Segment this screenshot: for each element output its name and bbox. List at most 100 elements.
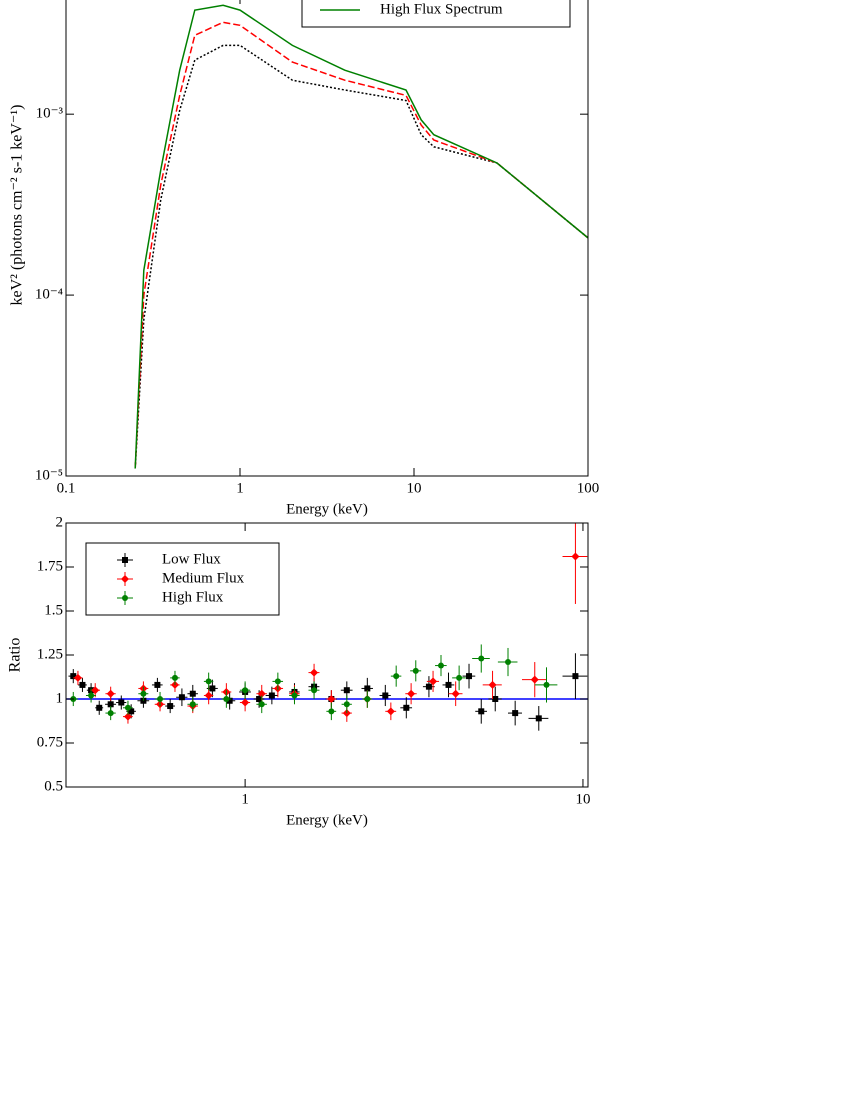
marker (123, 712, 132, 721)
legend-label: Medium Flux (162, 570, 245, 586)
marker (70, 673, 77, 680)
plot-area (134, 4, 588, 469)
plot-area (66, 523, 588, 731)
marker (256, 696, 263, 702)
marker (73, 673, 82, 682)
marker (327, 695, 336, 703)
marker (241, 698, 250, 707)
marker (412, 667, 419, 674)
marker (205, 678, 212, 685)
y-tick-label: 1.5 (44, 602, 63, 618)
y-tick-label: 0.5 (44, 778, 63, 794)
marker (124, 704, 131, 711)
marker (189, 690, 196, 697)
marker (429, 677, 438, 686)
marker (311, 687, 318, 694)
marker (407, 689, 416, 698)
marker (157, 696, 164, 702)
marker (437, 662, 444, 669)
legend-box (301, 0, 571, 28)
marker (189, 701, 196, 708)
marker (291, 692, 298, 699)
marker (209, 685, 216, 692)
marker (226, 697, 233, 704)
legend: High Flux Spectrum (301, 0, 571, 28)
x-tick-label: 100 (577, 480, 600, 496)
marker (274, 678, 281, 685)
y-tick-label: 10⁻⁴ (35, 287, 63, 303)
y-tick-label: 1.25 (37, 646, 63, 662)
marker (343, 687, 350, 694)
marker (445, 681, 452, 688)
marker (535, 715, 542, 722)
marker (466, 673, 473, 680)
marker (403, 704, 410, 711)
y-tick-label: 2 (56, 514, 64, 530)
marker (122, 557, 128, 563)
marker (242, 687, 249, 694)
marker (88, 692, 95, 699)
marker (364, 685, 371, 692)
marker (140, 690, 147, 697)
marker (258, 701, 265, 708)
marker (343, 701, 350, 708)
marker (178, 694, 185, 701)
y-tick-label: 1.75 (37, 558, 63, 574)
marker (530, 675, 539, 684)
marker (478, 708, 485, 715)
x-tick-label: 1 (236, 480, 244, 496)
marker (128, 708, 135, 715)
marker (451, 689, 460, 698)
y-tick-label: 1 (56, 690, 64, 706)
x-tick-label: 10 (575, 791, 590, 807)
marker (167, 703, 174, 710)
marker (79, 681, 86, 688)
x-axis-label: Energy (keV) (286, 501, 368, 517)
marker (107, 710, 114, 717)
marker (505, 659, 512, 666)
spectrum-line (134, 44, 588, 469)
marker (122, 595, 128, 601)
marker (171, 674, 178, 681)
marker (572, 673, 579, 680)
marker (118, 699, 125, 706)
spectrum-line (134, 4, 588, 469)
marker (96, 704, 103, 711)
y-axis-label: keV² (photons cm⁻² s-1 keV⁻¹) (9, 104, 26, 305)
legend-label: High Flux (162, 589, 224, 605)
marker (425, 683, 432, 690)
marker (543, 681, 550, 688)
x-axis-label: Energy (keV) (286, 812, 368, 828)
marker (310, 668, 319, 677)
marker (257, 689, 266, 698)
marker (364, 696, 371, 702)
marker (456, 674, 463, 681)
marker (204, 691, 213, 700)
axes-frame (65, 0, 589, 477)
marker (91, 686, 100, 695)
marker (268, 692, 275, 699)
marker (393, 673, 400, 680)
marker (328, 708, 335, 715)
marker (512, 710, 519, 717)
spectrum-line (134, 21, 588, 469)
axes-frame (65, 522, 589, 788)
marker (492, 696, 499, 702)
marker (154, 681, 161, 688)
marker (478, 655, 485, 662)
marker (386, 707, 395, 716)
legend-label: High Flux Spectrum (380, 1, 503, 17)
y-tick-label: 10⁻³ (36, 106, 64, 122)
y-tick-label: 0.75 (37, 734, 63, 750)
marker (571, 552, 580, 561)
x-tick-label: 10 (407, 480, 422, 496)
x-tick-label: 0.1 (57, 480, 76, 496)
y-axis-label: Ratio (7, 638, 24, 673)
marker (223, 696, 230, 702)
marker (121, 575, 129, 583)
legend: Low Flux Medium Flux High Flux (85, 542, 280, 616)
x-tick-label: 1 (241, 791, 249, 807)
y-tick-label: 10⁻⁵ (35, 467, 63, 483)
marker (382, 692, 389, 699)
